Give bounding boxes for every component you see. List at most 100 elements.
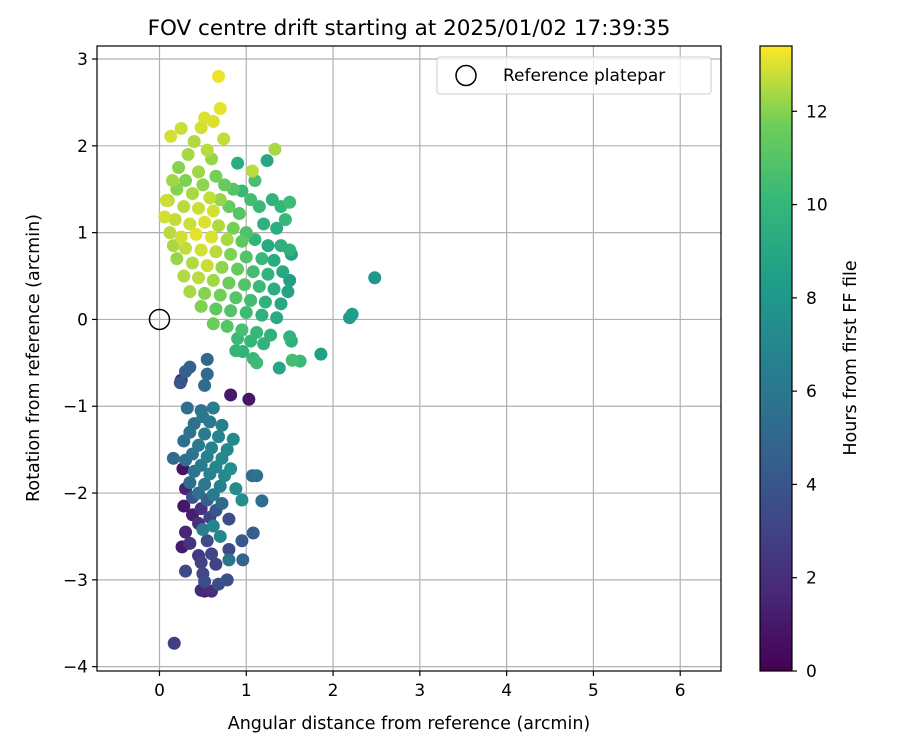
y-tick-label: 1 (77, 224, 88, 244)
y-axis-label: Rotation from reference (arcmin) (24, 214, 44, 502)
y-axis-ticks: −4 −3 −2 −1 0 1 2 3 (63, 50, 97, 678)
data-point (200, 143, 214, 157)
chart-title: FOV centre drift starting at 2025/01/02 … (148, 16, 671, 41)
data-point (194, 555, 208, 569)
data-point (222, 276, 236, 290)
data-point (159, 194, 173, 208)
data-point (177, 269, 191, 283)
data-point (235, 534, 249, 548)
data-point (250, 469, 264, 483)
x-tick-label: 2 (328, 681, 339, 701)
legend-box (436, 56, 712, 95)
data-point (187, 134, 201, 148)
y-tick-label: −4 (63, 658, 88, 678)
colorbar-tick-label: 10 (806, 196, 828, 216)
data-point (206, 317, 220, 331)
data-point (179, 174, 193, 188)
data-point (261, 267, 275, 281)
data-point (192, 201, 206, 215)
data-point (209, 169, 223, 183)
data-point (270, 311, 284, 325)
data-point (222, 542, 236, 556)
data-point (213, 288, 227, 302)
data-point (236, 553, 250, 567)
data-point (224, 388, 238, 402)
data-point (192, 165, 206, 179)
data-point (218, 178, 232, 192)
data-point (235, 323, 249, 337)
data-point (198, 427, 212, 441)
data-point (215, 496, 229, 510)
data-point (226, 221, 240, 235)
data-point (198, 215, 212, 229)
data-point (250, 325, 264, 339)
data-point (212, 219, 226, 233)
data-point (252, 279, 266, 293)
data-point (183, 360, 197, 374)
data-point (183, 217, 197, 231)
data-point (205, 230, 219, 244)
data-point (170, 252, 184, 266)
data-point (270, 221, 284, 235)
data-point (255, 252, 269, 266)
colorbar-label: Hours from first FF file (841, 260, 861, 455)
data-point (203, 415, 217, 429)
x-tick-label: 4 (501, 681, 512, 701)
data-point (206, 519, 220, 533)
data-point (235, 234, 249, 248)
data-point (205, 547, 219, 561)
data-point (235, 493, 249, 507)
data-point (267, 282, 281, 296)
reference-marker-group (148, 308, 171, 331)
data-point (168, 213, 182, 227)
data-point (196, 523, 210, 537)
data-point (222, 200, 236, 214)
data-point (177, 499, 191, 513)
data-point (183, 425, 197, 439)
data-point (314, 347, 328, 361)
data-point (274, 297, 288, 311)
colorbar-tick-label: 2 (806, 569, 817, 589)
data-point (209, 557, 223, 571)
data-point (203, 191, 217, 205)
data-point (217, 132, 231, 146)
data-point (268, 142, 282, 156)
data-point (231, 262, 245, 276)
data-point (206, 401, 220, 415)
data-point (189, 227, 203, 241)
data-point (224, 304, 238, 318)
colorbar-tick-label: 4 (806, 475, 817, 495)
data-point (158, 210, 172, 224)
data-point (229, 344, 243, 358)
x-tick-label: 3 (414, 681, 425, 701)
y-tick-label: 3 (77, 50, 88, 70)
data-point (196, 178, 210, 192)
data-point (238, 278, 252, 292)
data-point (185, 256, 199, 270)
data-point (231, 156, 245, 170)
data-point (166, 174, 180, 188)
data-point (164, 129, 178, 143)
data-point (198, 575, 212, 589)
data-point (265, 193, 279, 207)
data-point (229, 291, 243, 305)
data-point (206, 488, 220, 502)
data-point (283, 243, 297, 257)
data-point (248, 233, 262, 247)
data-point (215, 418, 229, 432)
data-point (183, 476, 197, 490)
data-point (276, 265, 290, 279)
data-point (345, 307, 359, 321)
data-point (179, 241, 193, 255)
data-point (281, 285, 295, 299)
data-point (209, 302, 223, 316)
data-point (167, 636, 181, 650)
data-point (246, 265, 260, 279)
data-point (172, 161, 186, 175)
x-axis-label: Angular distance from reference (arcmin) (228, 714, 591, 734)
data-point (239, 305, 253, 319)
data-point (283, 273, 297, 287)
data-point (212, 69, 226, 83)
data-point (174, 121, 188, 135)
data-point (212, 430, 226, 444)
